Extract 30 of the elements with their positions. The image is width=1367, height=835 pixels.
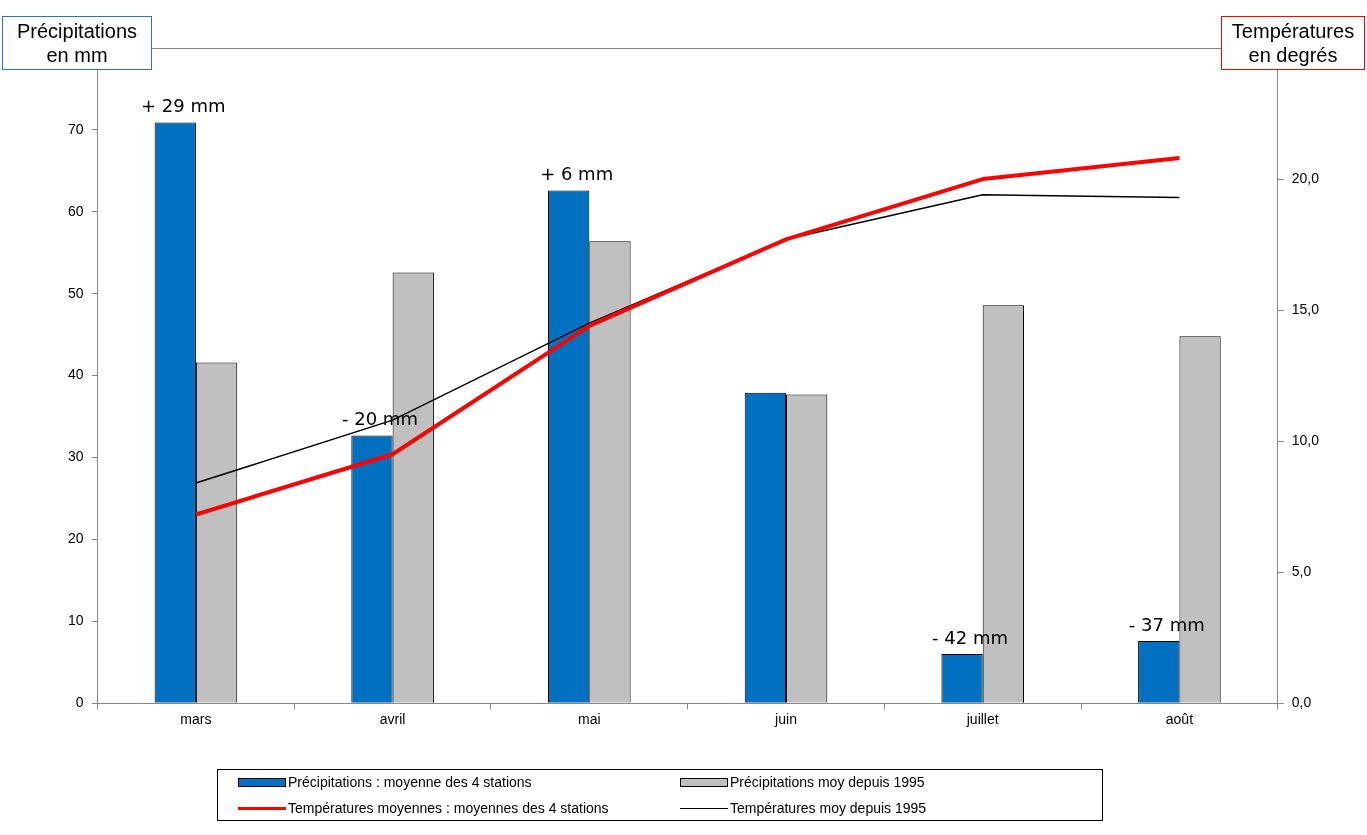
y-axis-title: Précipitations en mm: [2, 16, 152, 70]
annotation: - 42 mm: [932, 626, 1009, 648]
legend-label: Précipitations moy depuis 1995: [730, 774, 925, 790]
y-tick-label: 30: [67, 448, 84, 465]
legend-label: Précipitations : moyenne des 4 stations: [288, 774, 532, 790]
x-tick-label: mars: [180, 711, 212, 728]
y2-tick-label: 5,0: [1291, 563, 1312, 580]
x-tick-label: août: [1165, 711, 1194, 728]
legend-label: Températures moyennes : moyennes des 4 stations: [288, 800, 609, 816]
y-tick-label: 40: [67, 366, 84, 383]
y-tick-label: 70: [67, 120, 84, 137]
annotation: + 29 mm: [141, 95, 226, 117]
x-tick-label: juillet: [965, 711, 999, 728]
y2-tick-label: 20,0: [1291, 169, 1320, 186]
y-tick-label: 60: [67, 202, 84, 219]
x-tick-label: avril: [379, 711, 406, 728]
y-tick-label: 10: [67, 612, 84, 629]
y-tick-label: 0: [75, 694, 84, 711]
y-tick-label: 20: [67, 530, 84, 547]
legend-label: Températures moy depuis 1995: [730, 800, 927, 816]
y2-tick-label: 0,0: [1291, 694, 1312, 711]
y2-tick-label: 15,0: [1291, 300, 1320, 317]
y2-tick-label: 10,0: [1291, 431, 1320, 448]
y2-axis-title: Températures en degrés: [1221, 16, 1365, 70]
annotation: - 20 mm: [342, 408, 418, 430]
annotation: + 6 mm: [540, 163, 614, 185]
x-tick-label: mai: [578, 711, 601, 728]
annotation: - 37 mm: [1128, 613, 1205, 635]
y-tick-label: 50: [67, 284, 84, 301]
x-tick-label: juin: [774, 711, 797, 728]
